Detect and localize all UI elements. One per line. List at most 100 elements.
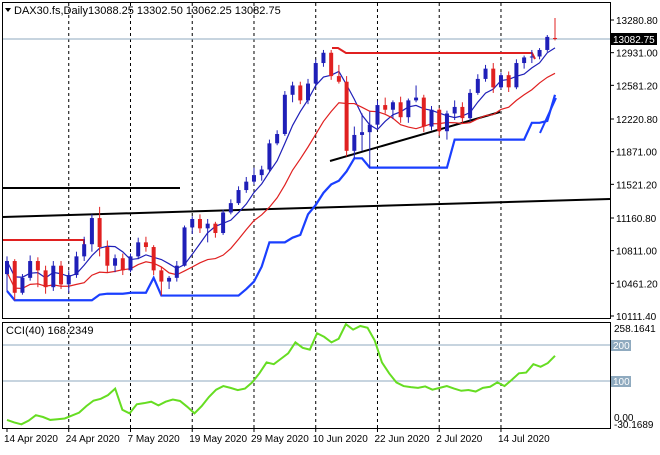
cci-level-100-label: 100	[613, 377, 630, 388]
candle-body[interactable]	[352, 134, 357, 151]
candle-body[interactable]	[406, 100, 411, 118]
candle-body[interactable]	[136, 242, 141, 257]
candle-body[interactable]	[20, 277, 25, 293]
candle-body[interactable]	[120, 258, 125, 271]
chart-header: DAX30.fs,Daily 13088.25 13302.50 13062.2…	[5, 5, 281, 17]
candle-body[interactable]	[522, 57, 527, 64]
candle-body[interactable]	[82, 244, 87, 257]
candle-body[interactable]	[197, 219, 202, 229]
cci-label: CCI(40) 168.2349	[6, 325, 93, 337]
time-axis: 14 Apr 2020 24 Apr 2020 7 May 2020 19 May 2…	[4, 428, 550, 445]
candle-body[interactable]	[236, 190, 241, 204]
candle-body[interactable]	[421, 97, 426, 127]
candle-body[interactable]	[498, 75, 503, 88]
cci-indicator: CCI(40) 168.2349 258.1641 200 100 0.00 -…	[3, 322, 656, 431]
price-tick-label: 12581.20	[616, 81, 658, 92]
candle-body[interactable]	[5, 261, 9, 275]
candle-body[interactable]	[174, 265, 179, 278]
candle-body[interactable]	[35, 261, 40, 271]
candle-body[interactable]	[444, 113, 449, 132]
candle-body[interactable]	[66, 275, 71, 285]
candle-body[interactable]	[228, 203, 233, 213]
candle-body[interactable]	[275, 134, 280, 144]
candle-body[interactable]	[429, 109, 434, 127]
candle-body[interactable]	[383, 105, 388, 110]
candle-body[interactable]	[344, 81, 349, 151]
time-tick-label: 2 Jul 2020	[436, 434, 483, 445]
red-horizontal-level-left	[3, 239, 85, 248]
candle-body[interactable]	[360, 132, 365, 135]
cci-line	[6, 322, 556, 426]
candle-body[interactable]	[491, 68, 496, 88]
price-tick-label: 10111.40	[616, 312, 657, 323]
candle-body[interactable]	[221, 212, 226, 234]
candle-body[interactable]	[251, 175, 256, 182]
candle-body[interactable]	[537, 49, 542, 57]
rising-support-trendline	[329, 111, 501, 162]
candle-body[interactable]	[159, 270, 164, 282]
long-trendline-black	[2, 198, 611, 218]
candle-body[interactable]	[59, 265, 64, 285]
candle-body[interactable]	[390, 102, 395, 110]
symbol-label: DAX30.fs,Daily	[14, 5, 88, 17]
candle-body[interactable]	[128, 256, 133, 271]
cci-level-200-tag	[611, 340, 631, 351]
candle-body[interactable]	[483, 68, 488, 79]
candle-body[interactable]	[468, 92, 473, 119]
candle-body[interactable]	[282, 94, 287, 135]
candle-body[interactable]	[321, 52, 326, 64]
candle-body[interactable]	[475, 78, 480, 93]
candle-body[interactable]	[367, 124, 372, 133]
candle-body[interactable]	[213, 223, 218, 234]
candle-body[interactable]	[190, 219, 195, 228]
candle-body[interactable]	[553, 37, 557, 39]
candle-body[interactable]	[89, 218, 94, 245]
candle-body[interactable]	[336, 76, 341, 82]
candle-body[interactable]	[182, 227, 187, 266]
price-tick-label: 12931.00	[616, 49, 658, 60]
candle-body[interactable]	[306, 83, 311, 101]
candle-body[interactable]	[43, 270, 48, 288]
candle-body[interactable]	[437, 109, 442, 132]
candle-body[interactable]	[375, 105, 380, 125]
candle-body[interactable]	[452, 106, 457, 114]
price-panel-frame	[2, 2, 611, 319]
candle-body[interactable]	[267, 143, 272, 170]
triangle-down-icon	[5, 8, 11, 12]
candle-body[interactable]	[298, 85, 303, 101]
ma-slow-line	[6, 72, 556, 290]
candle-body[interactable]	[205, 223, 210, 229]
ohlc-values: 13088.25 13302.50 13062.25 13082.75	[88, 5, 281, 17]
candle-body[interactable]	[167, 277, 172, 282]
candle-body[interactable]	[460, 106, 465, 119]
price-tick-label: 13280.80	[616, 16, 658, 27]
price-tick-label: 12220.80	[616, 115, 658, 126]
candle-body[interactable]	[290, 85, 295, 95]
candle-body[interactable]	[545, 36, 550, 50]
candle-body[interactable]	[143, 242, 148, 248]
candle-body[interactable]	[12, 261, 17, 293]
candle-body[interactable]	[506, 75, 511, 88]
candle-body[interactable]	[151, 247, 156, 271]
candle-body[interactable]	[414, 97, 419, 101]
price-tick-label: 11521.20	[616, 180, 657, 191]
candle-body[interactable]	[259, 169, 264, 176]
candle-body[interactable]	[97, 218, 102, 248]
candle-body[interactable]	[51, 265, 56, 288]
current-price-value: 13082.75	[613, 35, 655, 46]
candle-body[interactable]	[313, 63, 318, 84]
candle-body[interactable]	[105, 247, 110, 266]
candle-body[interactable]	[113, 258, 118, 266]
candlesticks[interactable]	[5, 17, 557, 301]
candle-body[interactable]	[529, 56, 534, 58]
candle-body[interactable]	[74, 256, 79, 276]
candle-body[interactable]	[28, 261, 33, 278]
period-separators	[68, 3, 502, 428]
candle-body[interactable]	[329, 52, 334, 77]
candle-body[interactable]	[244, 181, 249, 191]
candle-body[interactable]	[398, 102, 403, 118]
candle-body[interactable]	[514, 63, 519, 88]
time-tick-label: 29 May 2020	[251, 434, 309, 445]
